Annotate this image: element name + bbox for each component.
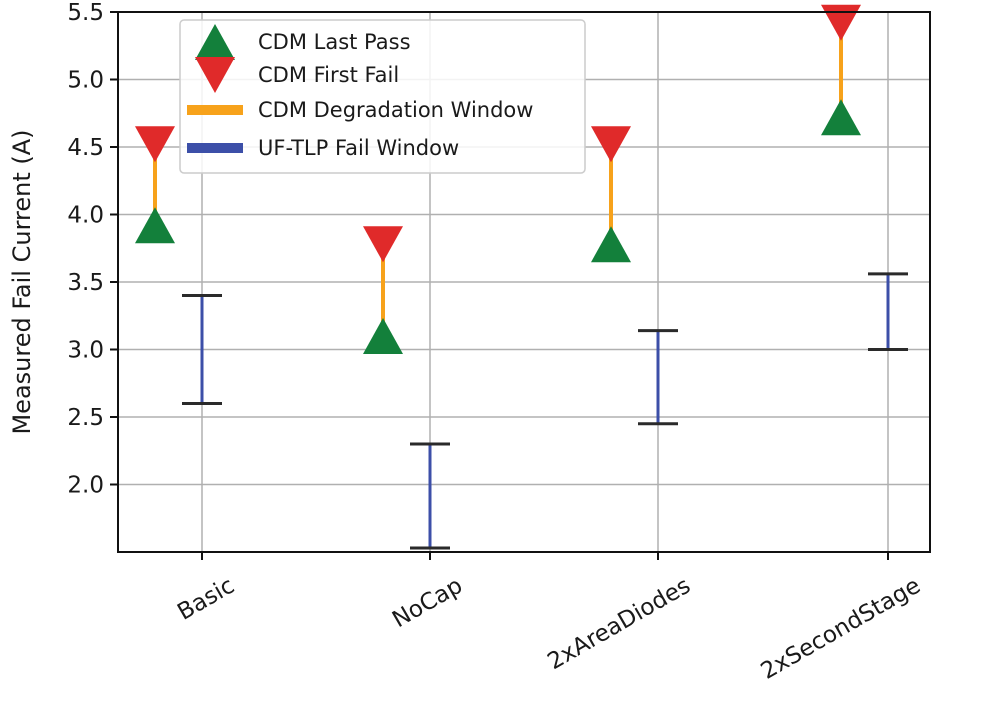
first-fail-marker (821, 4, 861, 41)
last-pass-marker (363, 318, 403, 354)
legend-last-pass-icon (195, 24, 235, 60)
x-tick-label: 2xAreaDiodes (543, 573, 695, 676)
legend-entry-label: UF-TLP Fail Window (258, 136, 459, 160)
first-fail-marker (135, 126, 175, 163)
legend-entry-label: CDM Degradation Window (258, 98, 533, 122)
first-fail-marker (363, 226, 403, 263)
y-axis-label: Measured Fail Current (A) (8, 129, 36, 434)
y-tick-label: 3.5 (67, 270, 104, 296)
legend: CDM Last Pass CDM First Fail CDM Degradati… (179, 19, 586, 174)
y-tick-label: 2.0 (67, 473, 104, 499)
x-tick-label: NoCap (388, 573, 467, 634)
legend-entry-label: CDM First Fail (258, 63, 399, 87)
legend-first-fail-icon (195, 57, 235, 93)
y-tick-label: 2.5 (67, 405, 104, 431)
y-tick-label: 4.5 (67, 135, 104, 161)
x-tick-label: Basic (173, 573, 239, 626)
x-tick-label: 2xSecondStage (757, 573, 925, 685)
legend-box (179, 19, 586, 174)
y-tick-label: 5.0 (67, 68, 104, 94)
legend-entry-label: CDM Last Pass (258, 30, 411, 54)
plot-series (135, 4, 908, 550)
y-tick-label: 3.0 (67, 338, 104, 364)
x-axis-ticks: Basic NoCap 2xAreaDiodes 2xSecondStage (173, 552, 925, 685)
first-fail-marker (591, 126, 631, 163)
y-tick-label: 5.5 (67, 0, 104, 26)
last-pass-marker (135, 207, 175, 244)
last-pass-marker (821, 99, 861, 136)
y-tick-label: 4.0 (67, 203, 104, 229)
y-axis-ticks: 2.0 2.5 3.0 3.5 4.0 4.5 5.0 5.5 (67, 0, 118, 499)
last-pass-marker (591, 226, 631, 263)
